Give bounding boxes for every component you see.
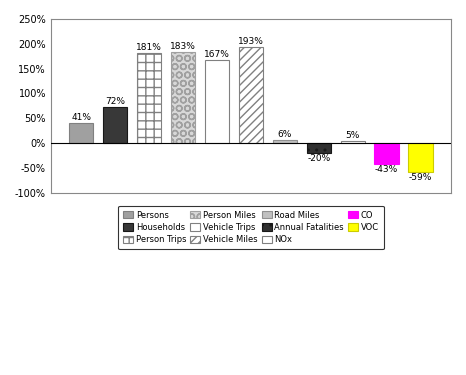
Bar [273,140,297,143]
Text: -20%: -20% [307,154,330,163]
Legend: Persons, Households, Person Trips, Person Miles, Vehicle Trips, Vehicle Miles, R: Persons, Households, Person Trips, Perso… [118,206,384,249]
Bar [205,60,229,143]
Bar [239,47,263,143]
Text: 181%: 181% [136,43,162,52]
Text: 6%: 6% [278,130,292,139]
Text: -59%: -59% [409,173,432,182]
Text: 183%: 183% [170,42,196,51]
Text: -43%: -43% [375,165,398,174]
Bar [171,52,195,143]
Text: 5%: 5% [346,130,360,140]
Text: 167%: 167% [204,50,230,59]
Bar [375,143,399,164]
Text: 41%: 41% [71,113,91,122]
Bar [307,143,331,153]
Bar [341,141,365,143]
Bar [408,143,433,172]
Bar [137,53,161,143]
Text: 193%: 193% [238,37,264,46]
Bar [103,107,127,143]
Bar [69,123,94,143]
Text: 72%: 72% [105,98,125,106]
